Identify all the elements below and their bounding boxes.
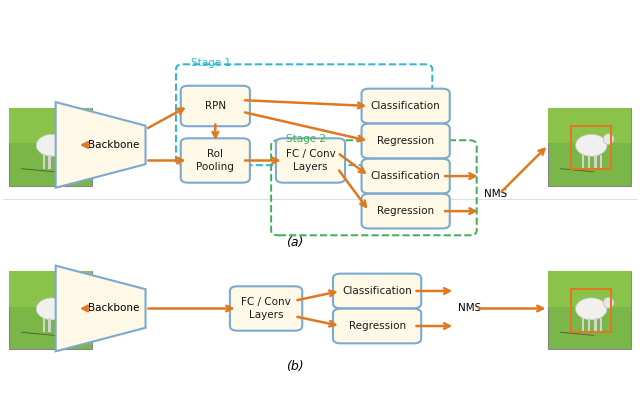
Polygon shape — [56, 102, 145, 188]
FancyBboxPatch shape — [42, 155, 45, 169]
FancyBboxPatch shape — [9, 271, 92, 350]
Ellipse shape — [64, 297, 75, 308]
FancyBboxPatch shape — [588, 155, 590, 169]
FancyBboxPatch shape — [61, 318, 63, 332]
FancyBboxPatch shape — [180, 86, 250, 126]
FancyBboxPatch shape — [333, 274, 421, 308]
FancyBboxPatch shape — [362, 159, 450, 194]
FancyBboxPatch shape — [594, 155, 596, 169]
FancyBboxPatch shape — [333, 308, 421, 343]
Ellipse shape — [36, 134, 68, 156]
FancyBboxPatch shape — [588, 318, 590, 332]
Text: (b): (b) — [286, 360, 303, 373]
Text: NMS: NMS — [484, 188, 507, 199]
FancyBboxPatch shape — [55, 155, 58, 169]
FancyBboxPatch shape — [548, 108, 631, 186]
Text: Stage 1: Stage 1 — [191, 58, 231, 68]
FancyBboxPatch shape — [42, 318, 45, 332]
FancyBboxPatch shape — [9, 108, 92, 143]
FancyBboxPatch shape — [55, 318, 58, 332]
Ellipse shape — [64, 134, 75, 145]
FancyBboxPatch shape — [362, 88, 450, 123]
Text: NMS: NMS — [458, 303, 481, 314]
Polygon shape — [56, 266, 145, 351]
Text: Regression: Regression — [377, 136, 434, 146]
Text: FC / Conv
Layers: FC / Conv Layers — [285, 149, 335, 172]
FancyBboxPatch shape — [548, 108, 631, 143]
FancyBboxPatch shape — [180, 138, 250, 183]
FancyBboxPatch shape — [582, 155, 584, 169]
Ellipse shape — [604, 297, 614, 308]
Ellipse shape — [604, 134, 614, 145]
Ellipse shape — [36, 298, 68, 320]
FancyBboxPatch shape — [276, 138, 345, 183]
Text: Classification: Classification — [342, 286, 412, 296]
Text: Classification: Classification — [371, 101, 440, 111]
FancyBboxPatch shape — [362, 194, 450, 228]
FancyBboxPatch shape — [61, 155, 63, 169]
Text: Backbone: Backbone — [88, 303, 140, 314]
Ellipse shape — [575, 298, 607, 320]
FancyBboxPatch shape — [548, 271, 631, 307]
Text: Regression: Regression — [377, 206, 434, 216]
Ellipse shape — [575, 134, 607, 156]
FancyBboxPatch shape — [9, 271, 92, 307]
Text: RoI
Pooling: RoI Pooling — [196, 149, 234, 172]
FancyBboxPatch shape — [548, 271, 631, 350]
FancyBboxPatch shape — [362, 124, 450, 158]
Text: RPN: RPN — [205, 101, 226, 111]
FancyBboxPatch shape — [9, 108, 92, 186]
Text: Classification: Classification — [371, 171, 440, 181]
FancyBboxPatch shape — [600, 155, 602, 169]
Text: (a): (a) — [286, 236, 303, 249]
FancyBboxPatch shape — [600, 318, 602, 332]
Text: Regression: Regression — [349, 321, 406, 331]
FancyBboxPatch shape — [48, 155, 51, 169]
FancyBboxPatch shape — [48, 318, 51, 332]
FancyBboxPatch shape — [594, 318, 596, 332]
FancyBboxPatch shape — [582, 318, 584, 332]
Text: Backbone: Backbone — [88, 140, 140, 150]
Text: FC / Conv
Layers: FC / Conv Layers — [241, 297, 291, 320]
Text: Stage 2: Stage 2 — [286, 134, 326, 144]
FancyBboxPatch shape — [230, 286, 302, 331]
